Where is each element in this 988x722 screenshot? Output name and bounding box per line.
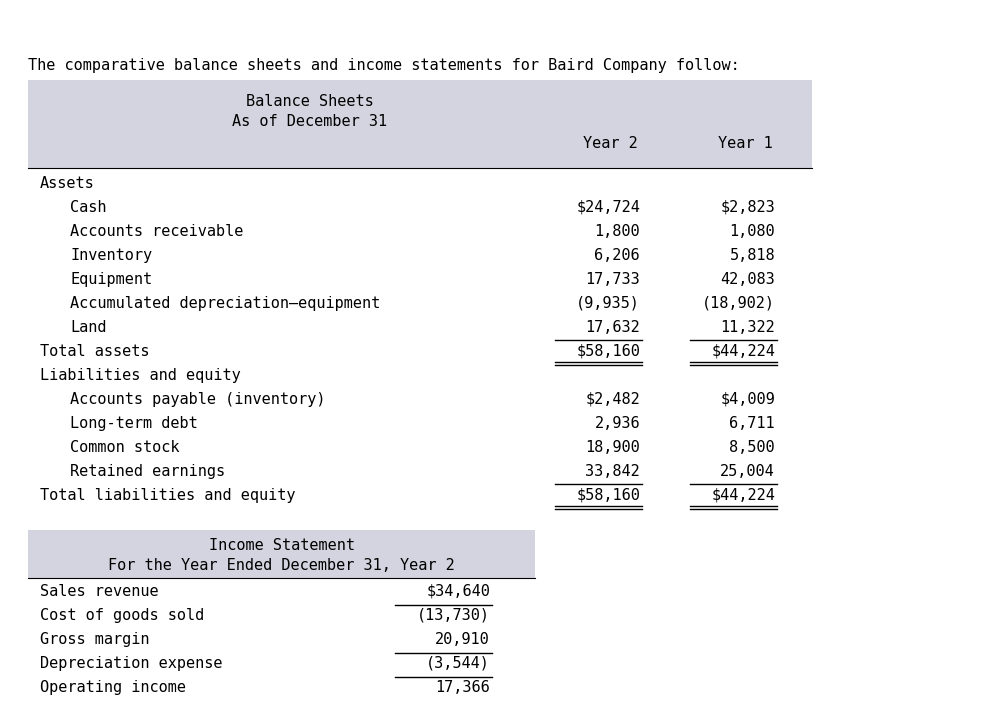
Text: 17,733: 17,733 [585,272,640,287]
Text: 17,632: 17,632 [585,320,640,335]
Text: $2,823: $2,823 [720,200,775,215]
Text: $2,482: $2,482 [585,392,640,407]
Text: Long-term debt: Long-term debt [70,416,198,431]
Text: 6,206: 6,206 [595,248,640,263]
Text: As of December 31: As of December 31 [232,114,387,129]
Text: 6,711: 6,711 [729,416,775,431]
Text: 11,322: 11,322 [720,320,775,335]
Text: $4,009: $4,009 [720,392,775,407]
Text: The comparative balance sheets and income statements for Baird Company follow:: The comparative balance sheets and incom… [28,58,740,73]
Text: $58,160: $58,160 [576,344,640,359]
Text: 1,080: 1,080 [729,224,775,239]
Text: Accumulated depreciation–equipment: Accumulated depreciation–equipment [70,296,380,311]
Text: Accounts receivable: Accounts receivable [70,224,243,239]
Text: $24,724: $24,724 [576,200,640,215]
Text: (9,935): (9,935) [576,296,640,311]
Text: $44,224: $44,224 [711,344,775,359]
Text: (13,730): (13,730) [417,608,490,623]
Text: Gross margin: Gross margin [40,632,149,647]
Text: Income Statement: Income Statement [208,538,355,553]
Text: $34,640: $34,640 [426,584,490,599]
Text: Year 1: Year 1 [717,136,773,151]
Text: Total liabilities and equity: Total liabilities and equity [40,488,295,503]
Text: Year 2: Year 2 [583,136,637,151]
Text: $44,224: $44,224 [711,488,775,503]
Text: 5,818: 5,818 [729,248,775,263]
Text: 25,004: 25,004 [720,464,775,479]
Text: Land: Land [70,320,107,335]
Text: Cash: Cash [70,200,107,215]
Bar [28,578,535,708]
Text: Sales revenue: Sales revenue [40,584,159,599]
Text: Inventory: Inventory [70,248,152,263]
Text: Retained earnings: Retained earnings [70,464,225,479]
Bar [28,530,535,578]
Text: 20,910: 20,910 [436,632,490,647]
Bar [28,168,812,530]
Text: 1,800: 1,800 [595,224,640,239]
Text: Liabilities and equity: Liabilities and equity [40,368,241,383]
Text: 33,842: 33,842 [585,464,640,479]
Text: 18,900: 18,900 [585,440,640,455]
Text: $58,160: $58,160 [576,488,640,503]
Text: 17,366: 17,366 [436,680,490,695]
Text: 42,083: 42,083 [720,272,775,287]
Text: Operating income: Operating income [40,680,186,695]
Text: Accounts payable (inventory): Accounts payable (inventory) [70,392,325,407]
Text: Depreciation expense: Depreciation expense [40,656,222,671]
Text: Total assets: Total assets [40,344,149,359]
Text: Assets: Assets [40,176,95,191]
Text: Cost of goods sold: Cost of goods sold [40,608,205,623]
Bar [28,80,812,168]
Text: 2,936: 2,936 [595,416,640,431]
Text: Balance Sheets: Balance Sheets [246,94,373,109]
Text: Common stock: Common stock [70,440,180,455]
Text: (18,902): (18,902) [702,296,775,311]
Text: (3,544): (3,544) [426,656,490,671]
Text: For the Year Ended December 31, Year 2: For the Year Ended December 31, Year 2 [108,558,454,573]
Text: 8,500: 8,500 [729,440,775,455]
Text: Equipment: Equipment [70,272,152,287]
